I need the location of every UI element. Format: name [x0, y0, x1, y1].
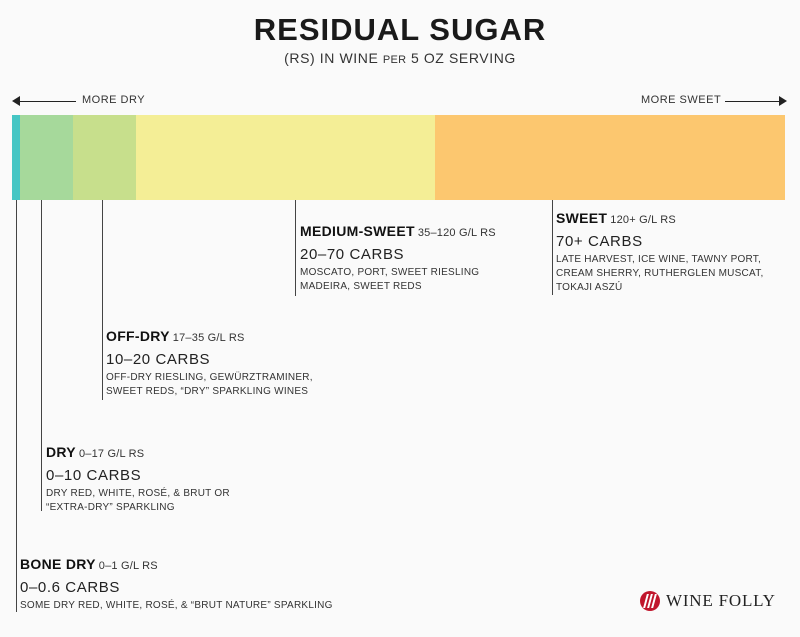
- category-carbs: 10–20 CARBS: [106, 351, 211, 368]
- subtitle-per: PER: [382, 54, 407, 66]
- category-carbs: 20–70 CARBS: [300, 246, 405, 263]
- category-rs: 17–35 G/L RS: [172, 332, 245, 344]
- subtitle-prefix: (RS) IN WINE: [284, 50, 379, 66]
- category-sweet: SWEET 120+ G/L RS 70+ CARBS LATE HARVEST,…: [556, 210, 763, 295]
- wine-folly-logo-icon: [640, 591, 660, 611]
- example-line: MADEIRA, SWEET REDS: [300, 281, 422, 292]
- right-arrow-icon: [779, 96, 787, 106]
- logo-text: WINE FOLLY: [666, 591, 776, 610]
- category-carbs: 0–10 CARBS: [46, 467, 142, 484]
- bar-segment-dry: [20, 115, 73, 200]
- example-line: LATE HARVEST, ICE WINE, TAWNY PORT,: [556, 254, 762, 265]
- category-name: BONE DRY: [20, 556, 96, 572]
- category-rs: 0–17 G/L RS: [78, 448, 145, 460]
- leader-line-sweet: [552, 200, 553, 295]
- leader-line-off-dry: [102, 200, 103, 400]
- category-rs: 35–120 G/L RS: [417, 227, 496, 239]
- chart-subtitle: (RS) IN WINE PER 5 OZ SERVING: [0, 50, 800, 66]
- category-name: OFF-DRY: [106, 328, 170, 344]
- example-line: MOSCATO, PORT, SWEET RIESLING: [300, 267, 480, 278]
- example-line: SOME DRY RED, WHITE, ROSÉ, & “BRUT NATUR…: [20, 600, 333, 611]
- left-arrow-line: [14, 101, 76, 102]
- category-examples: LATE HARVEST, ICE WINE, TAWNY PORT, CREA…: [556, 253, 763, 295]
- bar-segment-sweet: [435, 115, 785, 200]
- more-dry-label: MORE DRY: [82, 94, 146, 106]
- example-line: DRY RED, WHITE, ROSÉ, & BRUT OR: [46, 488, 230, 499]
- subtitle-suffix: 5 OZ SERVING: [410, 50, 516, 66]
- wine-folly-logo: WINE FOLLY: [640, 591, 776, 611]
- right-arrow-line: [725, 101, 783, 102]
- example-line: “EXTRA-DRY” SPARKLING: [46, 502, 175, 513]
- chart-title: RESIDUAL SUGAR: [253, 12, 547, 47]
- bar-segment-medium-sweet: [136, 115, 435, 200]
- leader-line-dry: [41, 200, 42, 511]
- category-dry: DRY 0–17 G/L RS 0–10 CARBS DRY RED, WHITE…: [46, 444, 230, 515]
- example-line: OFF-DRY RIESLING, GEWÜRZTRAMINER,: [106, 372, 313, 383]
- category-examples: DRY RED, WHITE, ROSÉ, & BRUT OR “EXTRA-D…: [46, 487, 230, 515]
- more-sweet-label: MORE SWEET: [641, 94, 722, 106]
- category-medium-sweet: MEDIUM-SWEET 35–120 G/L RS 20–70 CARBS MO…: [300, 223, 496, 294]
- category-name: SWEET: [556, 210, 608, 226]
- bar-segment-bone-dry: [12, 115, 20, 200]
- example-line: SWEET REDS, “DRY” SPARKLING WINES: [106, 386, 309, 397]
- leader-line-bone-dry: [16, 200, 17, 612]
- category-bone-dry: BONE DRY 0–1 G/L RS 0–0.6 CARBS SOME DRY …: [20, 556, 333, 613]
- category-examples: SOME DRY RED, WHITE, ROSÉ, & “BRUT NATUR…: [20, 599, 333, 613]
- category-carbs: 70+ CARBS: [556, 233, 643, 250]
- category-carbs: 0–0.6 CARBS: [20, 579, 120, 596]
- bar-segment-off-dry: [73, 115, 136, 200]
- example-line: TOKAJI ASZÚ: [556, 282, 623, 293]
- category-examples: MOSCATO, PORT, SWEET RIESLING MADEIRA, S…: [300, 266, 496, 294]
- category-name: DRY: [46, 444, 76, 460]
- category-off-dry: OFF-DRY 17–35 G/L RS 10–20 CARBS OFF-DRY …: [106, 328, 313, 399]
- category-rs: 0–1 G/L RS: [98, 560, 158, 572]
- category-examples: OFF-DRY RIESLING, GEWÜRZTRAMINER, SWEET …: [106, 371, 313, 399]
- example-line: CREAM SHERRY, RUTHERGLEN MUSCAT,: [556, 268, 764, 279]
- category-rs: 120+ G/L RS: [610, 214, 676, 226]
- category-name: MEDIUM-SWEET: [300, 223, 415, 239]
- leader-line-medium-sweet: [295, 200, 296, 296]
